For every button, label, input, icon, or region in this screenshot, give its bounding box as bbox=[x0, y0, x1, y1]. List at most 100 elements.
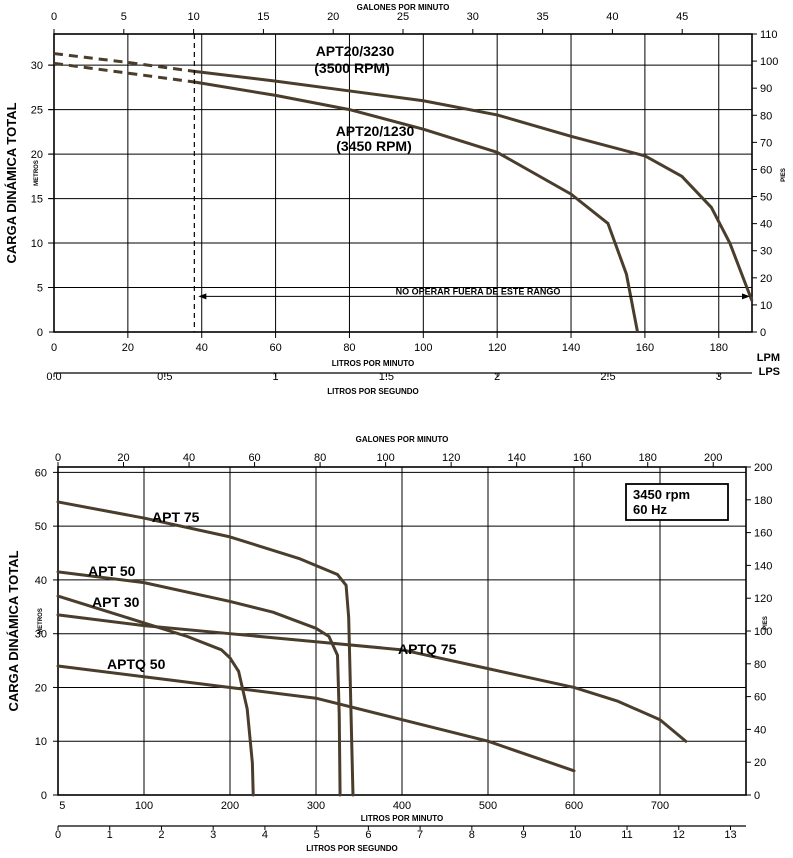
chart2-right-tick-label: 180 bbox=[754, 495, 772, 507]
chart1-top-tick-label: 20 bbox=[327, 11, 339, 23]
chart2-right-tick-label: 100 bbox=[754, 626, 772, 638]
chart2-secondary-tick-label: 1 bbox=[107, 829, 113, 841]
chart1-secondary-unit: LPS bbox=[759, 366, 780, 378]
chart1-top-tick-label: 35 bbox=[536, 11, 548, 23]
chart1-left-unit: METROS bbox=[34, 160, 40, 186]
chart1-right-tick-label: 10 bbox=[760, 300, 772, 312]
chart1-series-curve-dashed bbox=[53, 61, 195, 84]
chart2-right-tick-label: 20 bbox=[754, 757, 766, 769]
chart1-right-tick-label: 110 bbox=[760, 29, 778, 41]
chart1-secondary-axis-title: LITROS POR SEGUNDO bbox=[327, 387, 419, 396]
chart1-secondary-tick-label: 2.5 bbox=[600, 371, 615, 383]
chart2-series-curve bbox=[56, 613, 688, 743]
chart2-top-tick-label: 140 bbox=[507, 452, 525, 464]
chart2-series-label: APTQ 75 bbox=[398, 641, 457, 657]
chart2-top-tick-label: 200 bbox=[704, 452, 722, 464]
chart1-left-tick-label: 10 bbox=[31, 238, 43, 250]
chart1-bottom-tick-label: 80 bbox=[343, 342, 355, 354]
chart1-top-tick-label: 0 bbox=[51, 11, 57, 23]
chart2-top-axis-title: GALONES POR MINUTO bbox=[356, 435, 449, 444]
chart1-bottom-axis-title: LITROS POR MINUTO bbox=[332, 359, 415, 368]
chart1-bottom-tick-label: 120 bbox=[488, 342, 506, 354]
chart1-right-unit: PIES bbox=[781, 168, 787, 182]
chart1-bottom-tick-label: 0 bbox=[51, 342, 57, 354]
chart1-series-sublabel: (3450 RPM) bbox=[336, 138, 411, 154]
chart1-right-tick-label: 0 bbox=[760, 327, 766, 339]
chart2-bottom-tick-label: 600 bbox=[565, 800, 583, 812]
chart2-series-curve bbox=[56, 500, 355, 797]
chart2-top-tick-label: 40 bbox=[183, 452, 195, 464]
chart2-legend-box bbox=[625, 483, 729, 521]
chart2-secondary-tick-label: 13 bbox=[724, 829, 736, 841]
chart2-right-tick-label: 140 bbox=[754, 560, 772, 572]
chart2-secondary-tick-label: 6 bbox=[365, 829, 371, 841]
chart2-left-tick-label: 30 bbox=[35, 629, 47, 641]
chart1-left-tick-label: 0 bbox=[37, 327, 43, 339]
chart1-secondary-tick-label: 0.5 bbox=[157, 371, 172, 383]
chart2-left-axis-title: CARGA DINÁMICA TOTAL bbox=[6, 550, 21, 711]
chart1-secondary-tick-label: 2 bbox=[494, 371, 500, 383]
chart2-series-label: APT 75 bbox=[152, 509, 200, 525]
chart2-top-tick-label: 180 bbox=[639, 452, 657, 464]
chart1-left-tick-label: 5 bbox=[37, 283, 43, 295]
chart2-top-tick-label: 100 bbox=[376, 452, 394, 464]
chart2-left-tick-label: 60 bbox=[35, 467, 47, 479]
chart2-series-label: APTQ 50 bbox=[107, 656, 166, 672]
chart1-right-tick-label: 60 bbox=[760, 164, 772, 176]
chart2-secondary-tick-label: 11 bbox=[621, 829, 632, 841]
chart2-secondary-tick-label: 0 bbox=[55, 829, 61, 841]
chart1-top-axis-title: GALONES POR MINUTO bbox=[357, 3, 450, 12]
chart1-range-note: NO OPERAR FUERA DE ESTE RANGO bbox=[396, 286, 561, 296]
chart2-right-tick-label: 60 bbox=[754, 692, 766, 704]
chart1-top-tick-label: 15 bbox=[257, 11, 269, 23]
chart2-bottom-tick-label: 5 bbox=[59, 800, 65, 812]
chart2-right-tick-label: 40 bbox=[754, 724, 766, 736]
chart2-left-tick-label: 20 bbox=[35, 682, 47, 694]
chart1-right-tick-label: 30 bbox=[760, 246, 772, 258]
chart1-left-tick-label: 25 bbox=[31, 105, 43, 117]
chart2-bottom-tick-label: 100 bbox=[135, 800, 153, 812]
chart2-right-unit: PIES bbox=[763, 616, 769, 630]
chart1-bottom-tick-label: 60 bbox=[269, 342, 281, 354]
chart1-range-arrow-head-left bbox=[198, 293, 207, 300]
chart2-secondary-tick-label: 9 bbox=[521, 829, 527, 841]
chart1-secondary-tick-label: 0.0 bbox=[46, 371, 61, 383]
chart1-top-tick-label: 25 bbox=[397, 11, 409, 23]
chart1-bottom-tick-label: 180 bbox=[710, 342, 728, 354]
chart1-series-curve bbox=[194, 69, 754, 302]
chart2-left-tick-label: 50 bbox=[35, 521, 47, 533]
chart2-top-tick-label: 80 bbox=[314, 452, 326, 464]
chart2-secondary-tick-label: 3 bbox=[210, 829, 216, 841]
chart1-top-tick-label: 30 bbox=[467, 11, 479, 23]
chart1-series-curve bbox=[194, 80, 639, 333]
chart2-series-curve bbox=[56, 664, 576, 773]
chart2-left-tick-label: 0 bbox=[41, 790, 47, 802]
chart2-bottom-axis-title: LITROS POR MINUTO bbox=[361, 814, 444, 823]
chart1-bottom-unit: LPM bbox=[757, 352, 780, 364]
chart2-left-tick-label: 10 bbox=[35, 736, 47, 748]
chart2-left-tick-label: 40 bbox=[35, 575, 47, 587]
chart2-secondary-tick-label: 12 bbox=[673, 829, 685, 841]
chart2-series-curve bbox=[56, 594, 255, 797]
chart1-secondary-tick-label: 1 bbox=[273, 371, 279, 383]
chart1-series-curve-dashed bbox=[53, 52, 195, 73]
chart1-series-sublabel: (3500 RPM) bbox=[314, 60, 389, 76]
chart2-bottom-tick-label: 700 bbox=[651, 800, 669, 812]
chart2-top-tick-label: 60 bbox=[248, 452, 260, 464]
chart2-right-tick-label: 200 bbox=[754, 462, 772, 474]
chart1-left-tick-label: 20 bbox=[31, 149, 43, 161]
chart1-right-tick-label: 20 bbox=[760, 273, 772, 285]
chart2-secondary-tick-label: 8 bbox=[469, 829, 475, 841]
chart2-legend-line: 60 Hz bbox=[633, 502, 667, 517]
chart2-top-tick-label: 120 bbox=[442, 452, 460, 464]
chart1-bottom-tick-label: 20 bbox=[122, 342, 134, 354]
chart2-bottom-tick-label: 300 bbox=[307, 800, 325, 812]
chart2-secondary-tick-label: 5 bbox=[314, 829, 320, 841]
chart1-top-tick-label: 45 bbox=[676, 11, 688, 23]
chart1-top-tick-label: 10 bbox=[187, 11, 199, 23]
chart1-secondary-tick-label: 3 bbox=[716, 371, 722, 383]
chart2-bottom-tick-label: 500 bbox=[479, 800, 497, 812]
chart1-bottom-tick-label: 160 bbox=[636, 342, 654, 354]
chart2-secondary-tick-label: 7 bbox=[417, 829, 423, 841]
chart1-right-tick-label: 100 bbox=[760, 56, 778, 68]
